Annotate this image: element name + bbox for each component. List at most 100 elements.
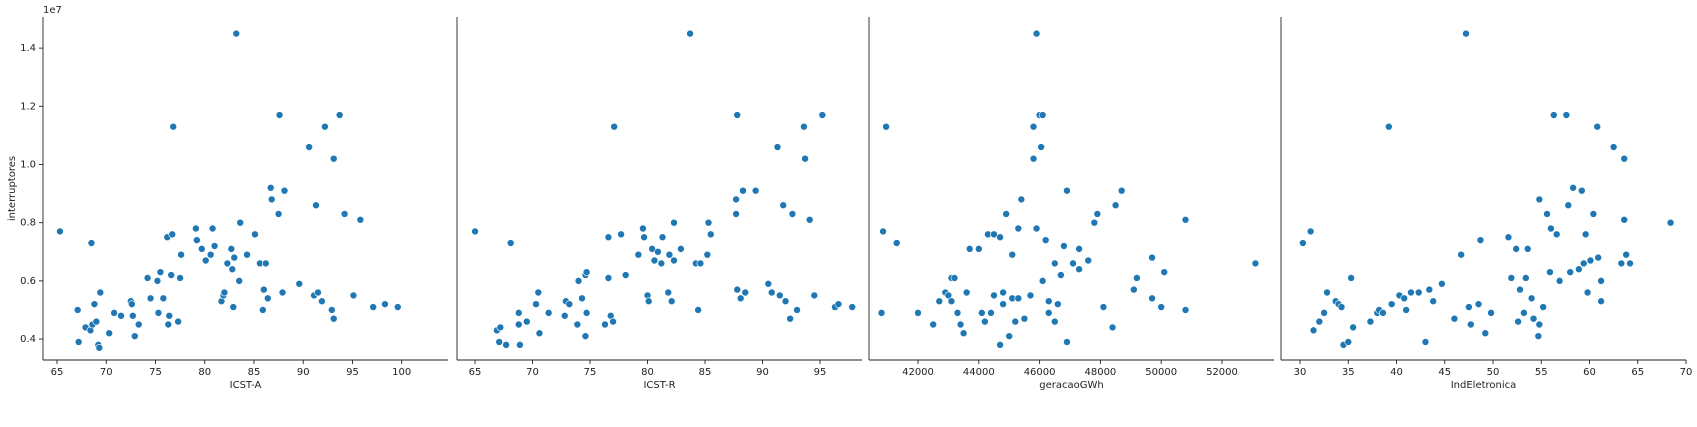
point (1465, 303, 1473, 311)
point (1041, 236, 1050, 244)
point (340, 210, 349, 218)
x-tick-label: 70 (100, 367, 113, 378)
point (1414, 288, 1423, 297)
x-tick-label: 70 (526, 367, 539, 378)
point (1075, 245, 1083, 253)
point (696, 259, 705, 268)
point (227, 245, 236, 253)
point (739, 186, 747, 195)
point (1581, 230, 1590, 239)
point (703, 250, 712, 259)
point (1133, 274, 1141, 282)
point (999, 300, 1007, 308)
x-tick-label: 65 (469, 367, 482, 378)
point (174, 317, 182, 326)
point (962, 288, 971, 297)
point (1111, 201, 1120, 210)
point (516, 341, 524, 349)
point (535, 329, 544, 338)
point (193, 236, 201, 244)
point (1476, 236, 1485, 244)
point (1011, 317, 1020, 326)
point (610, 122, 618, 131)
point (1438, 279, 1446, 288)
point (1522, 274, 1530, 282)
point (96, 288, 105, 297)
y-tick-label: 0.4 (20, 334, 36, 345)
point (56, 227, 64, 236)
point (165, 311, 174, 320)
point (522, 317, 531, 326)
point (751, 186, 760, 195)
point (312, 201, 320, 210)
point (1306, 227, 1315, 236)
point (978, 309, 986, 317)
point (1462, 29, 1470, 38)
point (393, 303, 402, 311)
point (1622, 250, 1630, 259)
x-tick-label: 42000 (902, 367, 934, 378)
point (1429, 297, 1437, 306)
point (1534, 332, 1543, 340)
point (329, 154, 338, 163)
point (609, 317, 617, 326)
point (267, 195, 276, 204)
point (1181, 306, 1190, 314)
point (1032, 29, 1041, 38)
point (1594, 253, 1602, 262)
point (210, 242, 219, 250)
point (130, 332, 139, 340)
point (295, 279, 304, 288)
point (882, 122, 890, 131)
point (667, 297, 676, 306)
point (381, 300, 389, 308)
point (1337, 303, 1346, 311)
point (990, 291, 998, 300)
point (1546, 268, 1554, 276)
point (604, 233, 613, 242)
x-tick-label: 35 (1342, 367, 1355, 378)
point (781, 297, 790, 306)
x-tick-label: 50 (1487, 367, 1500, 378)
point (1474, 300, 1483, 308)
point (335, 111, 344, 119)
point (694, 306, 702, 314)
point (506, 239, 515, 247)
point (73, 306, 82, 314)
point (935, 297, 944, 306)
x-tick-label: 90 (756, 367, 769, 378)
point (1099, 303, 1108, 311)
x-tick-label: 90 (297, 367, 310, 378)
point (736, 294, 745, 303)
point (1666, 218, 1675, 227)
point (1037, 143, 1045, 151)
point (793, 306, 801, 314)
point (228, 265, 237, 274)
point (1347, 274, 1355, 282)
y-tick-label: 0.6 (20, 276, 36, 287)
point (305, 143, 313, 151)
point (956, 320, 965, 329)
point (818, 111, 827, 119)
point (1309, 326, 1318, 335)
point (670, 256, 678, 265)
point (1504, 233, 1513, 242)
point (1148, 253, 1156, 262)
point (657, 259, 666, 268)
point (1349, 323, 1357, 332)
point (1425, 285, 1434, 294)
point (197, 245, 206, 253)
point (87, 239, 96, 247)
point (1507, 274, 1516, 282)
point (999, 288, 1007, 297)
point (223, 259, 232, 268)
point (153, 277, 162, 285)
point (1597, 277, 1605, 285)
point (773, 143, 782, 151)
point (1387, 300, 1396, 308)
point (914, 309, 922, 317)
point (996, 233, 1004, 242)
point (1421, 338, 1430, 346)
point (1512, 245, 1520, 253)
point (159, 294, 168, 303)
